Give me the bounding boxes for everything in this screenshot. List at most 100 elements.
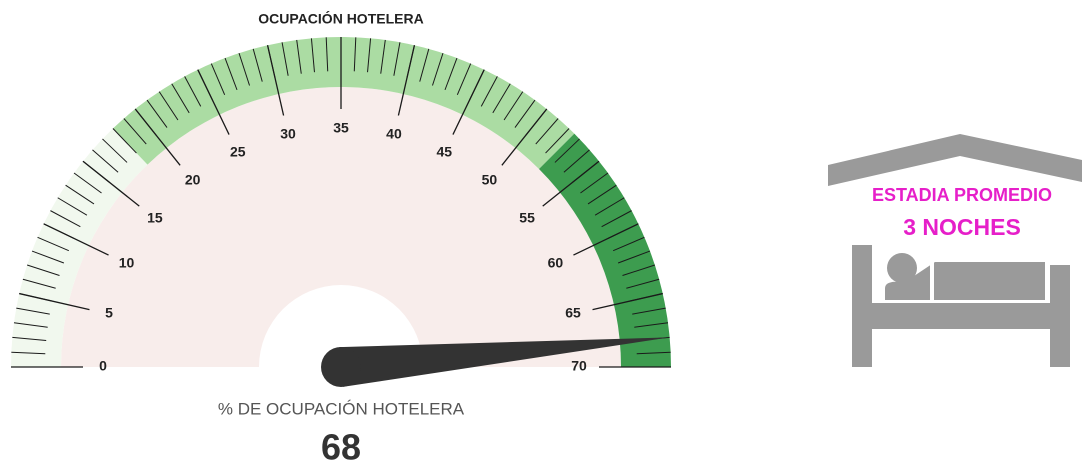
tick-label: 15 <box>147 209 163 225</box>
minor-tick <box>31 250 65 264</box>
minor-tick <box>224 57 238 91</box>
gauge-band <box>11 128 148 367</box>
minor-tick <box>554 138 580 163</box>
minor-tick <box>65 184 95 205</box>
minor-tick <box>158 91 179 121</box>
minor-tick <box>367 38 372 73</box>
minor-tick <box>431 52 444 86</box>
tick-label: 65 <box>565 305 581 321</box>
minor-tick <box>310 38 315 73</box>
gauge: 0 5 10 15 20 25 30 35 40 45 50 55 60 65 70 <box>11 37 671 387</box>
body <box>885 262 1045 300</box>
minor-tick <box>92 149 119 173</box>
minor-tick <box>563 149 590 173</box>
minor-tick <box>492 83 511 114</box>
gauge-band <box>112 37 575 170</box>
tick-label: 0 <box>99 358 107 374</box>
minor-tick <box>16 307 50 315</box>
minor-tick <box>73 172 102 194</box>
tick-label: 70 <box>571 358 587 374</box>
minor-tick <box>12 336 47 341</box>
tick-label: 60 <box>548 254 564 270</box>
minor-tick <box>545 128 570 154</box>
major-tick <box>573 223 639 256</box>
blanket-edge <box>930 262 934 300</box>
minor-tick <box>50 210 81 228</box>
needle-pivot <box>321 347 361 387</box>
minor-tick <box>535 118 559 145</box>
minor-tick <box>601 210 632 228</box>
tick-label: 35 <box>333 120 349 136</box>
tick-label: 30 <box>280 126 296 142</box>
minor-tick <box>580 172 609 194</box>
minor-tick <box>238 52 251 86</box>
major-tick <box>266 45 285 116</box>
gauge-band <box>538 133 671 367</box>
major-tick <box>82 160 140 207</box>
major-tick <box>197 69 230 135</box>
gauge-value: 68 <box>321 427 361 467</box>
minor-tick <box>13 322 48 328</box>
minor-tick <box>123 118 147 145</box>
major-tick <box>397 45 416 116</box>
tick-label: 25 <box>230 143 246 159</box>
minor-tick <box>419 48 430 82</box>
major-tick <box>592 292 663 311</box>
major-tick <box>19 292 90 311</box>
tick-label: 50 <box>482 172 498 188</box>
minor-tick <box>634 322 669 328</box>
minor-tick <box>380 39 386 74</box>
tick-label: 45 <box>436 143 452 159</box>
minor-tick <box>146 99 168 128</box>
minor-tick <box>514 99 536 128</box>
gauge-face <box>61 87 621 367</box>
minor-tick <box>296 39 302 74</box>
minor-tick <box>636 351 671 355</box>
major-tick <box>43 223 109 256</box>
minor-tick <box>210 63 226 96</box>
gauge-label: % DE OCUPACIÓN HOTELERA <box>218 399 465 418</box>
major-tick <box>452 69 485 135</box>
minor-tick <box>37 236 70 252</box>
minor-tick <box>171 83 190 114</box>
minor-tick <box>11 351 46 355</box>
tick-label: 20 <box>185 172 201 188</box>
minor-tick <box>503 91 524 121</box>
minor-tick <box>22 278 56 289</box>
minor-tick <box>184 76 202 107</box>
minor-tick <box>587 184 617 205</box>
minor-tick <box>444 57 458 91</box>
minor-tick <box>456 63 472 96</box>
major-tick <box>501 108 548 166</box>
minor-tick <box>594 197 625 216</box>
tick-label: 40 <box>386 126 402 142</box>
tick-label: 10 <box>119 254 135 270</box>
minor-tick <box>393 42 401 76</box>
minor-tick <box>112 128 137 154</box>
minor-tick <box>353 37 357 72</box>
tick-label: 55 <box>519 209 535 225</box>
tick-label: 5 <box>105 305 113 321</box>
minor-tick <box>252 48 263 82</box>
bed-frame <box>852 303 1070 329</box>
minor-tick <box>612 236 645 252</box>
stay-title: ESTADIA PROMEDIO <box>872 185 1052 205</box>
head <box>887 253 917 283</box>
minor-tick <box>480 76 498 107</box>
major-tick <box>134 108 181 166</box>
stay-icon: ESTADIA PROMEDIO 3 NOCHES <box>828 134 1082 367</box>
minor-tick <box>26 264 60 277</box>
minor-tick <box>622 264 656 277</box>
minor-tick <box>632 307 666 315</box>
minor-tick <box>57 197 88 216</box>
minor-tick <box>102 138 128 163</box>
minor-tick <box>617 250 651 264</box>
major-tick <box>542 160 600 207</box>
minor-tick <box>325 37 329 72</box>
roof <box>828 134 1082 186</box>
stay-value: 3 NOCHES <box>903 214 1021 240</box>
minor-tick <box>626 278 660 289</box>
needle <box>339 337 670 387</box>
minor-tick <box>281 42 289 76</box>
